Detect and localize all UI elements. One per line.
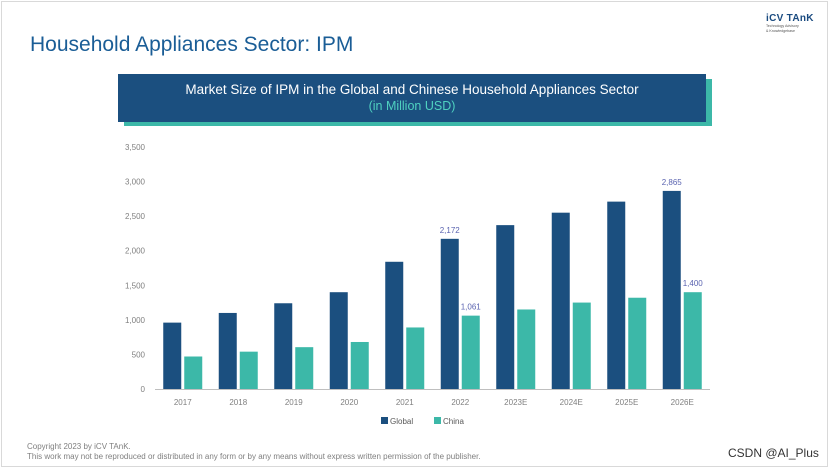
bar-global-2022 xyxy=(440,238,459,389)
bar-china-2023e xyxy=(517,309,536,389)
bar-china-2021 xyxy=(406,327,425,389)
y-tick-label: 2,000 xyxy=(125,247,146,256)
bar-china-2020 xyxy=(350,341,369,389)
footer-notice: This work may not be reproduced or distr… xyxy=(27,452,481,461)
x-tick-label: 2026E xyxy=(671,398,694,407)
chart-title: Market Size of IPM in the Global and Chi… xyxy=(185,82,639,97)
bar-china-2022 xyxy=(461,315,480,389)
y-tick-label: 500 xyxy=(132,350,146,359)
bar-china-2026e xyxy=(683,292,702,389)
bar-global-2025e xyxy=(607,201,626,389)
x-tick-label: 2021 xyxy=(396,398,414,407)
bar-global-2020 xyxy=(329,292,348,389)
bar-china-2018 xyxy=(239,351,258,389)
y-tick-label: 1,500 xyxy=(125,281,146,290)
bar-global-2018 xyxy=(218,312,237,389)
footer: Copyright 2023 by iCV TAnK. This work ma… xyxy=(27,442,481,462)
x-tick-label: 2022 xyxy=(451,398,469,407)
data-label-global-2026e: 2,865 xyxy=(662,178,683,187)
x-tick-label: 2017 xyxy=(174,398,192,407)
y-tick-label: 0 xyxy=(141,385,146,394)
bar-china-2024e xyxy=(572,302,591,389)
x-tick-label: 2020 xyxy=(340,398,358,407)
data-label-global-2022: 2,172 xyxy=(440,226,461,235)
chart-title-banner: Market Size of IPM in the Global and Chi… xyxy=(118,74,706,122)
logo-tagline-2: & Knowledgebase xyxy=(766,28,795,33)
logo-name: iCV TAnK xyxy=(766,13,814,24)
watermark: CSDN @AI_Plus xyxy=(728,446,819,460)
bar-china-2017 xyxy=(184,356,203,389)
x-tick-label: 2024E xyxy=(560,398,583,407)
bar-global-2023e xyxy=(496,225,515,389)
logo-tagline-1: Technology Advisory xyxy=(766,24,799,28)
legend-swatch-china xyxy=(434,417,441,424)
bar-global-2026e xyxy=(662,190,681,389)
bar-global-2024e xyxy=(551,212,570,389)
chart-subtitle: (in Million USD) xyxy=(368,99,456,113)
legend-swatch-global xyxy=(381,417,388,424)
bar-china-2025e xyxy=(628,297,647,389)
brand-logo: iCV TAnK Technology Advisory & Knowledge… xyxy=(766,13,824,33)
bar-china-2019 xyxy=(295,347,314,389)
y-tick-label: 3,000 xyxy=(125,178,146,187)
x-tick-label: 2023E xyxy=(504,398,527,407)
y-tick-label: 2,500 xyxy=(125,212,146,221)
bar-global-2019 xyxy=(274,303,293,389)
x-tick-label: 2025E xyxy=(615,398,638,407)
x-tick-label: 2019 xyxy=(285,398,303,407)
legend-label-global: Global xyxy=(390,417,413,426)
y-tick-label: 3,500 xyxy=(125,143,146,152)
data-label-china-2022: 1,061 xyxy=(461,303,482,312)
footer-copyright: Copyright 2023 by iCV TAnK. xyxy=(27,442,131,451)
page-title: Household Appliances Sector: IPM xyxy=(30,33,354,56)
bar-global-2017 xyxy=(163,322,182,389)
data-label-china-2026e: 1,400 xyxy=(683,279,704,288)
legend-label-china: China xyxy=(443,417,464,426)
y-tick-label: 1,000 xyxy=(125,316,146,325)
bar-global-2021 xyxy=(385,261,404,389)
x-tick-label: 2018 xyxy=(229,398,247,407)
